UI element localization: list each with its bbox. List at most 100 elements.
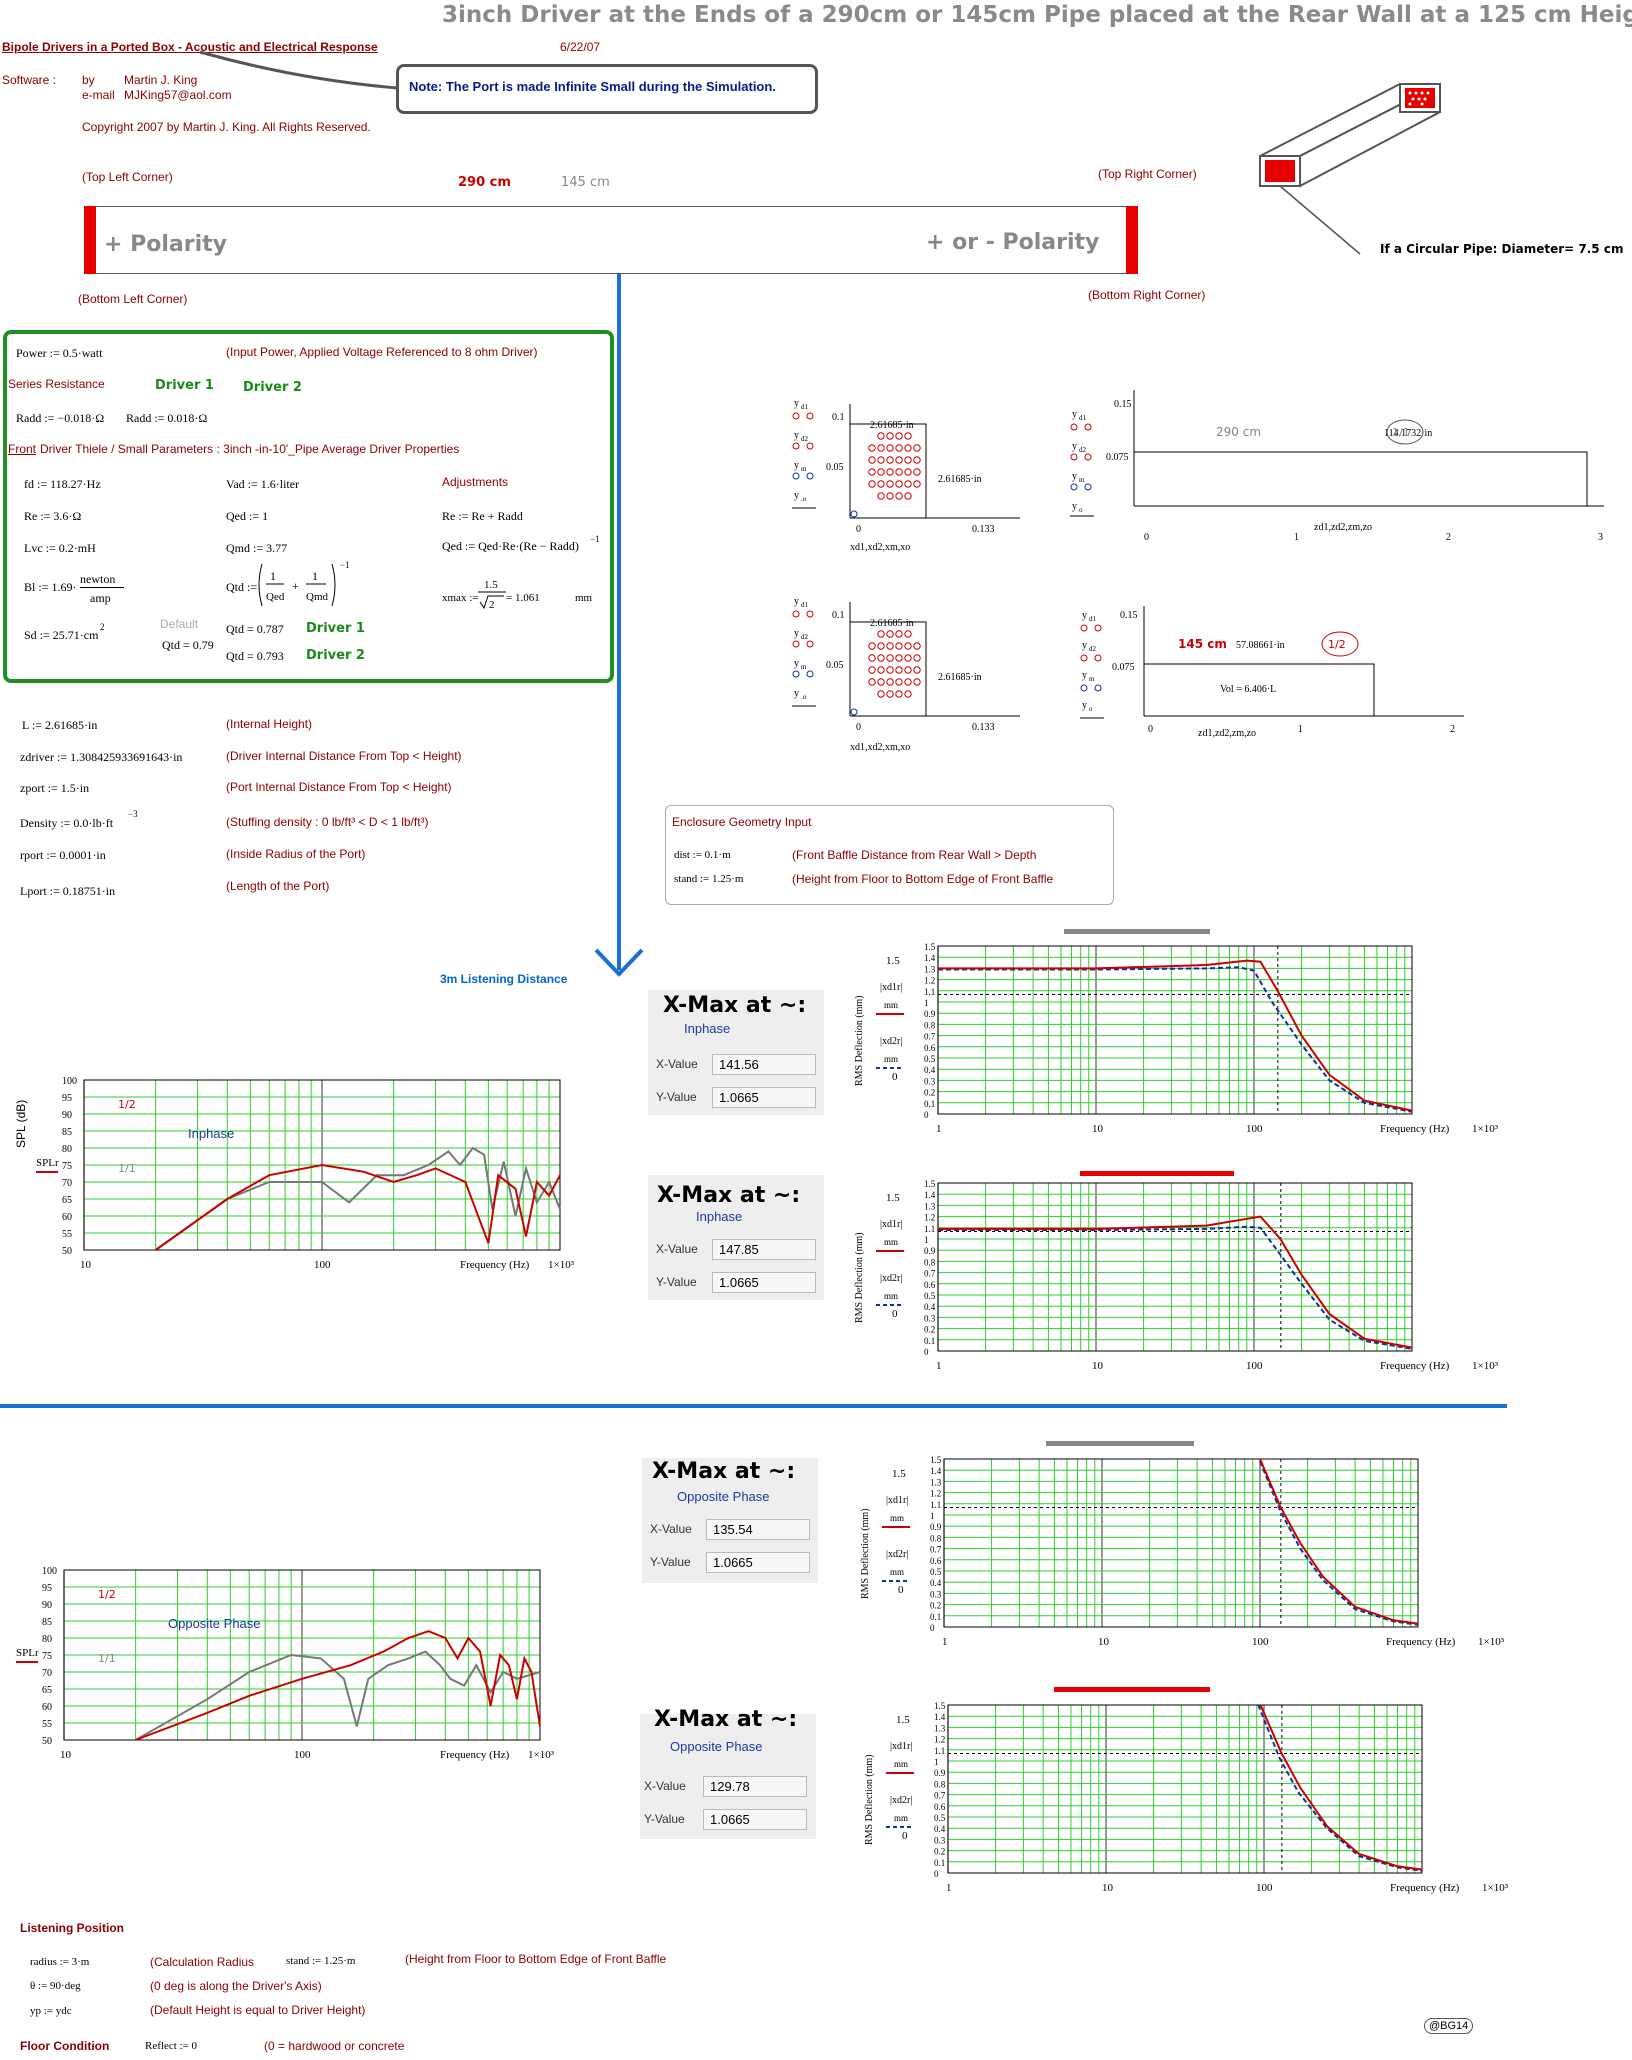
deflection-ytick: 0.5 (924, 1291, 936, 1301)
yvalue-field-2[interactable]: 1.0665 (712, 1272, 816, 1293)
deflection-xmax: 1×10³ (1482, 1882, 1509, 1894)
lvc-param[interactable]: Lvc := 0.2·mH (24, 541, 96, 555)
svg-text:o: o (1079, 506, 1083, 514)
svg-text:+: + (292, 579, 299, 593)
email-address: MJKing57@aol.com (124, 88, 232, 102)
svg-text:.o: .o (801, 693, 807, 701)
driver-hole-dot (904, 690, 912, 698)
density-note: (Stuffing density : 0 lb/ft³ < D < 1 lb/… (226, 815, 429, 829)
spl-xmax: 1×10³ (548, 1259, 575, 1271)
deflection-ytick: 0.8 (934, 1779, 946, 1789)
xvalue-field-1[interactable]: 141.56 (712, 1054, 816, 1075)
xvalue-field-4[interactable]: 129.78 (703, 1776, 807, 1797)
deflection-xtick: 1 (946, 1882, 952, 1894)
dist-param[interactable]: dist := 0.1·m (674, 849, 731, 861)
svg-text:d1: d1 (801, 601, 809, 609)
right-driver-cap (1126, 206, 1138, 274)
sd-param[interactable]: Sd := 25.71·cm (24, 628, 99, 642)
deflection-unit-2: mm (894, 1813, 908, 1823)
svg-text:0.1: 0.1 (832, 610, 845, 621)
stand-param[interactable]: stand := 1.25·m (674, 873, 744, 885)
yvalue-field-1[interactable]: 1.0665 (712, 1087, 816, 1108)
plot2-xlabel: zd1,zd2,zm,zo (1314, 522, 1373, 533)
fd-param[interactable]: fd := 118.27·Hz (24, 477, 101, 491)
deflection-series-2-label: |xd2r| (880, 1273, 902, 1284)
pipe-length-145: 145 cm (561, 175, 610, 190)
default-label: Default (160, 617, 199, 631)
deflection-ytick: 1.2 (924, 1213, 935, 1223)
deflection-unit-1: mm (884, 1237, 898, 1247)
deflection-xtick: 1 (936, 1123, 942, 1135)
zdriver-param[interactable]: zdriver := 1.308425933691643·in (20, 750, 183, 764)
svg-text:d1: d1 (1079, 414, 1087, 422)
driver-hole-dot (877, 654, 885, 662)
zport-param[interactable]: zport := 1.5·in (20, 781, 90, 795)
copyright-text: Copyright 2007 by Martin J. King. All Ri… (82, 120, 371, 134)
density-param[interactable]: Density := 0.0·lb·ft (20, 816, 114, 830)
yvalue-field-3[interactable]: 1.0665 (706, 1552, 810, 1573)
driver2-label: Driver 2 (243, 380, 302, 395)
lport-note: (Length of the Port) (226, 879, 330, 893)
radius-note: (Calculation Radius (150, 1955, 255, 1969)
reflect-param[interactable]: Reflect := 0 (145, 2040, 198, 2052)
svg-text:2: 2 (1450, 724, 1455, 735)
xvalue-field-3[interactable]: 135.54 (706, 1519, 810, 1540)
qtd-driver2-label: Driver 2 (306, 648, 365, 663)
driver-hole-dot (877, 690, 885, 698)
driver-hole-dot (886, 492, 894, 500)
divider-grey-1 (1064, 929, 1210, 934)
svg-text:d2: d2 (1089, 645, 1097, 653)
section-divider (0, 1404, 1507, 1408)
radius-param[interactable]: radius := 3·m (30, 1956, 90, 1968)
dist-note: (Front Baffle Distance from Rear Wall > … (792, 848, 1037, 862)
xvalue-field-2[interactable]: 147.85 (712, 1239, 816, 1260)
yvalue-field-4[interactable]: 1.0665 (703, 1809, 807, 1830)
xvalue-label-4: X-Value (644, 1779, 686, 1793)
deflection-ytick: 0.4 (924, 1065, 936, 1075)
svg-text:0: 0 (856, 722, 861, 733)
re-param[interactable]: Re := 3.6·Ω (24, 509, 82, 523)
spl1-ylabel: SPL (dB) (14, 1099, 28, 1148)
spl-ytick: 90 (62, 1110, 72, 1121)
qmd-param[interactable]: Qmd := 3.77 (226, 541, 288, 555)
deflection-ytick: 0 (930, 1623, 935, 1633)
driver-hole-dot (904, 666, 912, 674)
stand-listening-param[interactable]: stand := 1.25·m (286, 1955, 356, 1967)
svg-text:0.133: 0.133 (972, 722, 995, 733)
bl-param[interactable]: Bl := 1.69· (24, 580, 77, 594)
radd-driver1[interactable]: Radd := −0.018·Ω (16, 411, 105, 425)
deflection-border (937, 1182, 1413, 1352)
deflection-ytick: 0.9 (924, 1246, 936, 1256)
deflection-xtick: 10 (1098, 1636, 1110, 1648)
divider-grey-2 (1046, 1441, 1194, 1446)
deflection-unit-1: mm (890, 1513, 904, 1523)
vad-param[interactable]: Vad := 1.6·liter (226, 477, 300, 491)
theta-param[interactable]: θ := 90·deg (30, 1980, 81, 1992)
radd-driver2[interactable]: Radd := 0.018·Ω (126, 411, 208, 425)
power-param[interactable]: Power := 0.5·watt (16, 346, 103, 360)
deflection-ytick: 1.2 (934, 1735, 945, 1745)
yp-param[interactable]: yp := ydc (30, 2005, 72, 2017)
front-driver-desc: Driver Thiele / Small Parameters : 3inch… (40, 442, 460, 456)
svg-text:2.61685·in: 2.61685·in (870, 420, 914, 431)
pipe-body (84, 206, 1138, 274)
deflection-frame (937, 1182, 1413, 1352)
l-param[interactable]: L := 2.61685·in (22, 718, 98, 732)
re-adjust: Re := Re + Radd (442, 509, 523, 523)
deflection-ytick: 0.4 (930, 1578, 942, 1588)
deflection-ytick: 1.1 (924, 987, 935, 997)
spl-ytick: 75 (62, 1161, 72, 1172)
series-resistance-label: Series Resistance (8, 377, 105, 391)
qtd-driver2-value: Qtd = 0.793 (226, 649, 284, 663)
qed-param[interactable]: Qed := 1 (226, 509, 269, 523)
deflection-ytick: 1.3 (924, 964, 936, 974)
qtd-formula: Qtd := (226, 580, 258, 594)
svg-text:0: 0 (1148, 724, 1153, 735)
driver-hole-dot (877, 444, 885, 452)
driver-hole-dot (895, 678, 903, 686)
qtd-driver1-label: Driver 1 (306, 621, 365, 636)
rport-param[interactable]: rport := 0.0001·in (20, 848, 106, 862)
lport-param[interactable]: Lport := 0.18751·in (20, 884, 116, 898)
driver-hole-dot (904, 432, 912, 440)
